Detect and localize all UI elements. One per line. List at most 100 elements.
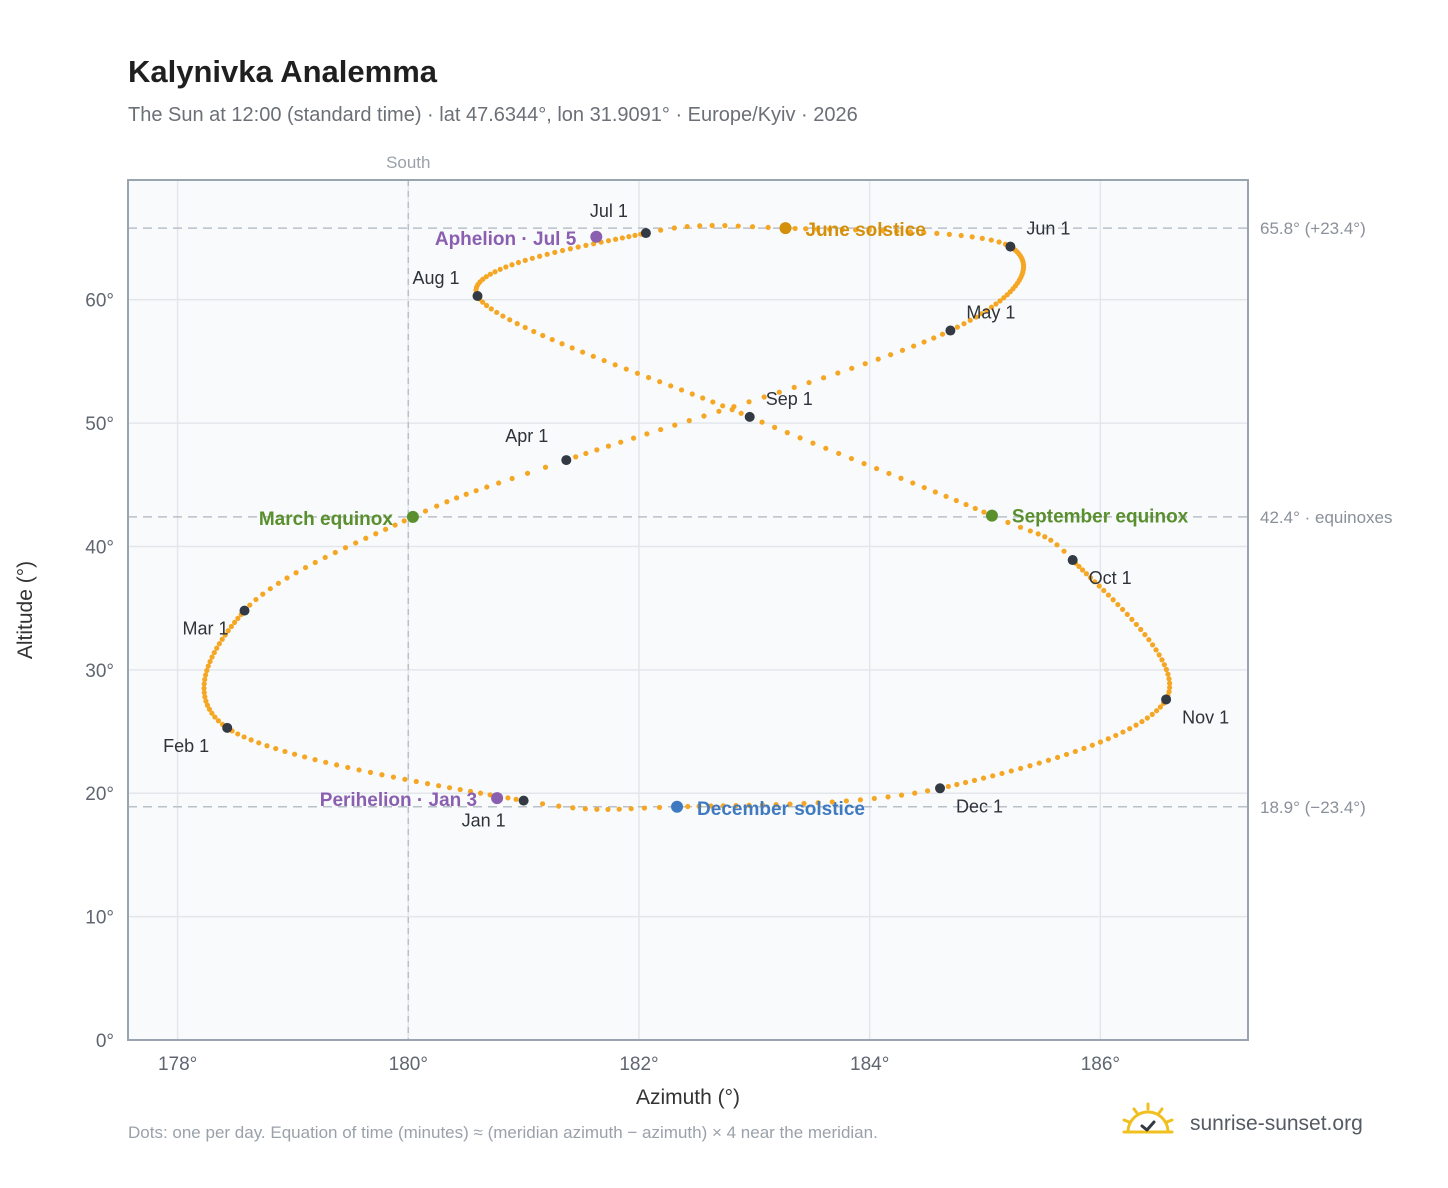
daily-dot xyxy=(1110,597,1116,603)
daily-dot xyxy=(1146,637,1152,643)
daily-dot xyxy=(641,805,648,811)
daily-dot xyxy=(871,795,877,802)
daily-dot xyxy=(658,426,664,433)
daily-dot xyxy=(567,246,573,252)
daily-dot xyxy=(997,298,1003,304)
daily-dot xyxy=(701,413,707,419)
daily-dot xyxy=(382,526,389,532)
daily-dot xyxy=(260,591,266,597)
daily-dot xyxy=(228,623,234,630)
daily-dot xyxy=(1054,542,1060,548)
daily-dot xyxy=(885,794,891,800)
daily-dot xyxy=(434,503,440,509)
event-marker xyxy=(590,230,603,243)
daily-dot xyxy=(1163,666,1169,673)
daily-dot xyxy=(1042,534,1048,540)
month-label: Sep 1 xyxy=(766,389,813,409)
daily-dot xyxy=(988,237,994,243)
daily-dot xyxy=(345,764,351,771)
daily-dot xyxy=(367,769,374,775)
daily-dot xyxy=(216,641,222,647)
y-axis-label: Altitude (°) xyxy=(14,561,37,659)
daily-dot xyxy=(759,802,766,808)
daily-dot xyxy=(1157,704,1163,710)
daily-dot xyxy=(815,800,821,806)
daily-dot xyxy=(861,461,867,467)
daily-dot xyxy=(539,801,546,807)
daily-dot xyxy=(235,731,241,737)
daily-dot xyxy=(559,341,565,347)
event-label: Perihelion · Jan 3 xyxy=(320,790,477,811)
daily-dot xyxy=(575,244,581,250)
daily-dot xyxy=(477,790,484,796)
daily-dot xyxy=(759,419,765,425)
daily-dot xyxy=(668,383,674,389)
daily-dot xyxy=(814,226,820,232)
daily-dot xyxy=(284,575,290,581)
daily-dot xyxy=(953,497,959,504)
daily-dot xyxy=(293,570,299,576)
daily-dot xyxy=(413,778,419,785)
daily-dot xyxy=(720,403,726,409)
daily-dot xyxy=(843,798,849,804)
daily-dot xyxy=(1166,680,1173,686)
month-marker xyxy=(518,795,529,806)
daily-dot xyxy=(1092,579,1098,585)
daily-dot xyxy=(424,781,431,787)
daily-dot xyxy=(1017,524,1024,530)
daily-dot xyxy=(829,799,835,805)
daily-dot xyxy=(605,806,611,813)
daily-dot xyxy=(720,803,726,809)
y-tick-label: 40° xyxy=(85,537,114,558)
brand-name[interactable]: sunrise-sunset.org xyxy=(1190,1112,1363,1135)
daily-dot xyxy=(583,242,589,248)
daily-dot xyxy=(907,229,913,235)
daily-dot xyxy=(323,759,329,765)
daily-dot xyxy=(202,694,208,700)
daily-dot xyxy=(1133,621,1139,628)
daily-dot xyxy=(1063,751,1070,758)
daily-dot xyxy=(697,223,703,229)
daily-dot xyxy=(1119,606,1126,613)
reference-line-label: 18.9° (−23.4°) xyxy=(1260,798,1366,817)
daily-dot xyxy=(454,495,460,501)
daily-dot xyxy=(874,465,880,472)
daily-dot xyxy=(480,299,486,305)
south-label: South xyxy=(386,153,430,172)
daily-dot xyxy=(201,681,207,687)
daily-dot xyxy=(898,475,904,481)
daily-dot xyxy=(787,801,793,807)
daily-dot xyxy=(1153,647,1159,653)
daily-dot xyxy=(211,649,217,656)
daily-dot xyxy=(634,370,641,376)
daily-dot xyxy=(552,249,558,255)
daily-dot xyxy=(225,628,231,634)
daily-dot xyxy=(958,232,964,239)
daily-dot xyxy=(605,238,612,244)
brand[interactable]: sunrise-sunset.org xyxy=(1120,1100,1390,1150)
x-tick-label: 184° xyxy=(850,1054,889,1075)
daily-dot xyxy=(1142,632,1148,638)
daily-dot xyxy=(1089,742,1095,748)
daily-dot xyxy=(1113,732,1119,739)
daily-dot xyxy=(722,223,728,229)
daily-dot xyxy=(773,801,779,808)
daily-dot xyxy=(503,264,509,270)
event-label: June solstice xyxy=(805,220,925,241)
month-label: Nov 1 xyxy=(1182,707,1229,727)
daily-dot xyxy=(484,484,490,490)
daily-dot xyxy=(379,772,385,778)
y-tick-label: 50° xyxy=(85,414,114,435)
daily-dot xyxy=(334,762,340,768)
daily-dot xyxy=(1072,748,1078,755)
daily-dot xyxy=(1081,745,1087,751)
daily-dot xyxy=(984,307,990,314)
daily-dot xyxy=(979,235,985,241)
daily-dot xyxy=(401,518,407,524)
daily-dot xyxy=(765,224,771,231)
reference-line-label: 65.8° (+23.4°) xyxy=(1260,219,1366,238)
daily-dot xyxy=(993,301,999,307)
daily-dot xyxy=(1027,528,1033,534)
daily-dot xyxy=(594,806,600,812)
daily-dot xyxy=(247,602,253,608)
